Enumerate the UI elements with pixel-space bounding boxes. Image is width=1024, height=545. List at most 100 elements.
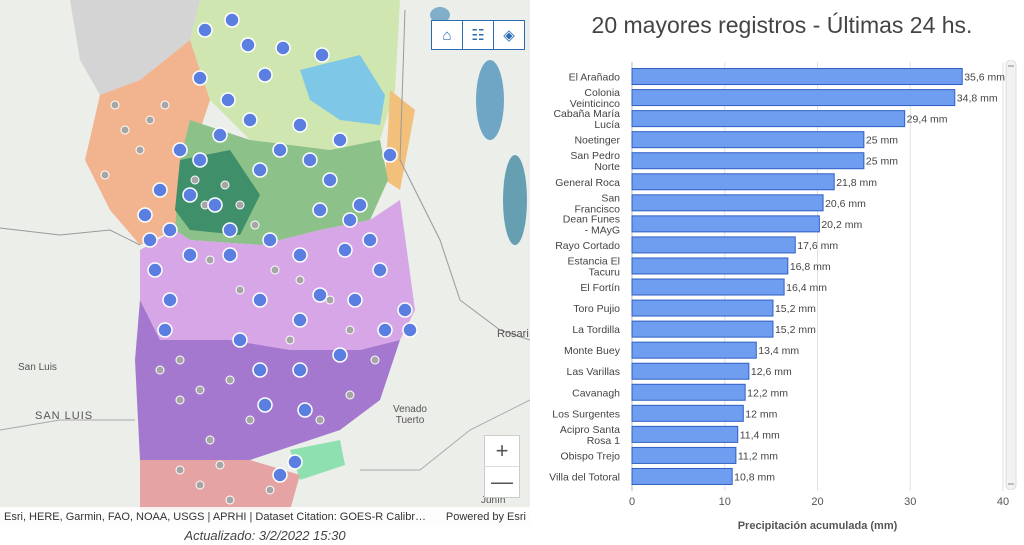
station-marker-grey[interactable] (135, 145, 145, 155)
bar[interactable] (631, 152, 865, 170)
station-marker-grey[interactable] (205, 255, 215, 265)
station-marker-grey[interactable] (250, 220, 260, 230)
station-marker-grey[interactable] (155, 365, 165, 375)
bar[interactable] (631, 404, 744, 422)
rain-station-marker[interactable] (192, 70, 208, 86)
rain-station-marker[interactable] (257, 397, 273, 413)
station-marker-grey[interactable] (345, 325, 355, 335)
station-marker-grey[interactable] (370, 355, 380, 365)
map-view[interactable]: San Luis SAN LUIS Venado Tuerto Rosari J… (0, 0, 530, 526)
rain-station-marker[interactable] (257, 67, 273, 83)
station-marker-grey[interactable] (110, 100, 120, 110)
rain-station-marker[interactable] (297, 402, 313, 418)
bar[interactable] (631, 215, 820, 233)
rain-station-marker[interactable] (377, 322, 393, 338)
bar[interactable] (631, 131, 865, 149)
rain-station-marker[interactable] (162, 222, 178, 238)
station-marker-grey[interactable] (205, 435, 215, 445)
rain-station-marker[interactable] (197, 22, 213, 38)
station-marker-grey[interactable] (175, 355, 185, 365)
rain-station-marker[interactable] (347, 292, 363, 308)
rain-station-marker[interactable] (272, 467, 288, 483)
rain-station-marker[interactable] (152, 182, 168, 198)
bar[interactable] (631, 425, 739, 443)
rain-station-marker[interactable] (252, 162, 268, 178)
station-marker-grey[interactable] (195, 480, 205, 490)
rain-station-marker[interactable] (182, 187, 198, 203)
attribution-text[interactable]: Esri, HERE, Garmin, FAO, NOAA, USGS | AP… (4, 510, 429, 523)
bar[interactable] (631, 110, 906, 128)
bar[interactable] (631, 257, 789, 275)
rain-station-marker[interactable] (292, 117, 308, 133)
map-canvas[interactable] (0, 0, 530, 526)
station-marker-grey[interactable] (145, 115, 155, 125)
rain-station-marker[interactable] (224, 12, 240, 28)
rain-station-marker[interactable] (162, 292, 178, 308)
station-marker-grey[interactable] (215, 460, 225, 470)
rain-station-marker[interactable] (222, 222, 238, 238)
rain-station-marker[interactable] (337, 242, 353, 258)
home-icon[interactable]: ⌂ (432, 21, 463, 49)
rain-station-marker[interactable] (332, 132, 348, 148)
rain-station-marker[interactable] (207, 197, 223, 213)
station-marker-grey[interactable] (245, 415, 255, 425)
station-marker-grey[interactable] (270, 265, 280, 275)
bar[interactable] (631, 320, 774, 338)
station-marker-grey[interactable] (225, 375, 235, 385)
station-marker-grey[interactable] (220, 180, 230, 190)
zoom-out-button[interactable]: — (491, 469, 513, 494)
station-marker-grey[interactable] (295, 275, 305, 285)
bar[interactable] (631, 173, 835, 191)
station-marker-grey[interactable] (160, 100, 170, 110)
station-marker-grey[interactable] (195, 385, 205, 395)
bar[interactable] (631, 89, 956, 107)
station-marker-grey[interactable] (325, 295, 335, 305)
zoom-in-button[interactable]: + (485, 436, 519, 467)
legend-icon[interactable]: ☷ (463, 21, 494, 49)
rain-station-marker[interactable] (242, 112, 258, 128)
rain-station-marker[interactable] (157, 322, 173, 338)
rain-station-marker[interactable] (402, 322, 418, 338)
bar[interactable] (631, 236, 796, 254)
rain-station-marker[interactable] (222, 247, 238, 263)
rain-station-marker[interactable] (240, 37, 256, 53)
rain-station-marker[interactable] (292, 247, 308, 263)
station-marker-grey[interactable] (285, 335, 295, 345)
station-marker-grey[interactable] (315, 415, 325, 425)
rain-station-marker[interactable] (220, 92, 236, 108)
station-marker-grey[interactable] (120, 125, 130, 135)
rain-station-marker[interactable] (372, 262, 388, 278)
rain-station-marker[interactable] (342, 212, 358, 228)
bar[interactable] (631, 362, 750, 380)
rain-station-marker[interactable] (192, 152, 208, 168)
rain-station-marker[interactable] (275, 40, 291, 56)
rain-station-marker[interactable] (172, 142, 188, 158)
bar[interactable] (631, 383, 746, 401)
rain-station-marker[interactable] (397, 302, 413, 318)
rain-station-marker[interactable] (314, 47, 330, 63)
rain-station-marker[interactable] (212, 127, 228, 143)
layers-icon[interactable]: ◈ (503, 27, 515, 44)
bar[interactable] (631, 467, 733, 485)
rain-station-marker[interactable] (312, 202, 328, 218)
station-marker-grey[interactable] (345, 390, 355, 400)
station-marker-grey[interactable] (265, 485, 275, 495)
rain-station-marker[interactable] (182, 247, 198, 263)
rain-station-marker[interactable] (352, 197, 368, 213)
rain-station-marker[interactable] (137, 207, 153, 223)
rain-station-marker[interactable] (262, 232, 278, 248)
rain-station-marker[interactable] (332, 347, 348, 363)
bar[interactable] (631, 68, 963, 86)
rain-station-marker[interactable] (302, 152, 318, 168)
rain-station-marker[interactable] (147, 262, 163, 278)
station-marker-grey[interactable] (235, 200, 245, 210)
station-marker-grey[interactable] (190, 175, 200, 185)
rain-station-marker[interactable] (292, 312, 308, 328)
station-marker-grey[interactable] (175, 395, 185, 405)
rain-station-marker[interactable] (322, 172, 338, 188)
powered-by-esri[interactable]: Powered by Esri (445, 510, 526, 523)
chart-scrollbar[interactable] (1005, 59, 1017, 491)
bar[interactable] (631, 194, 824, 212)
bar[interactable] (631, 278, 785, 296)
bar[interactable] (631, 299, 774, 317)
